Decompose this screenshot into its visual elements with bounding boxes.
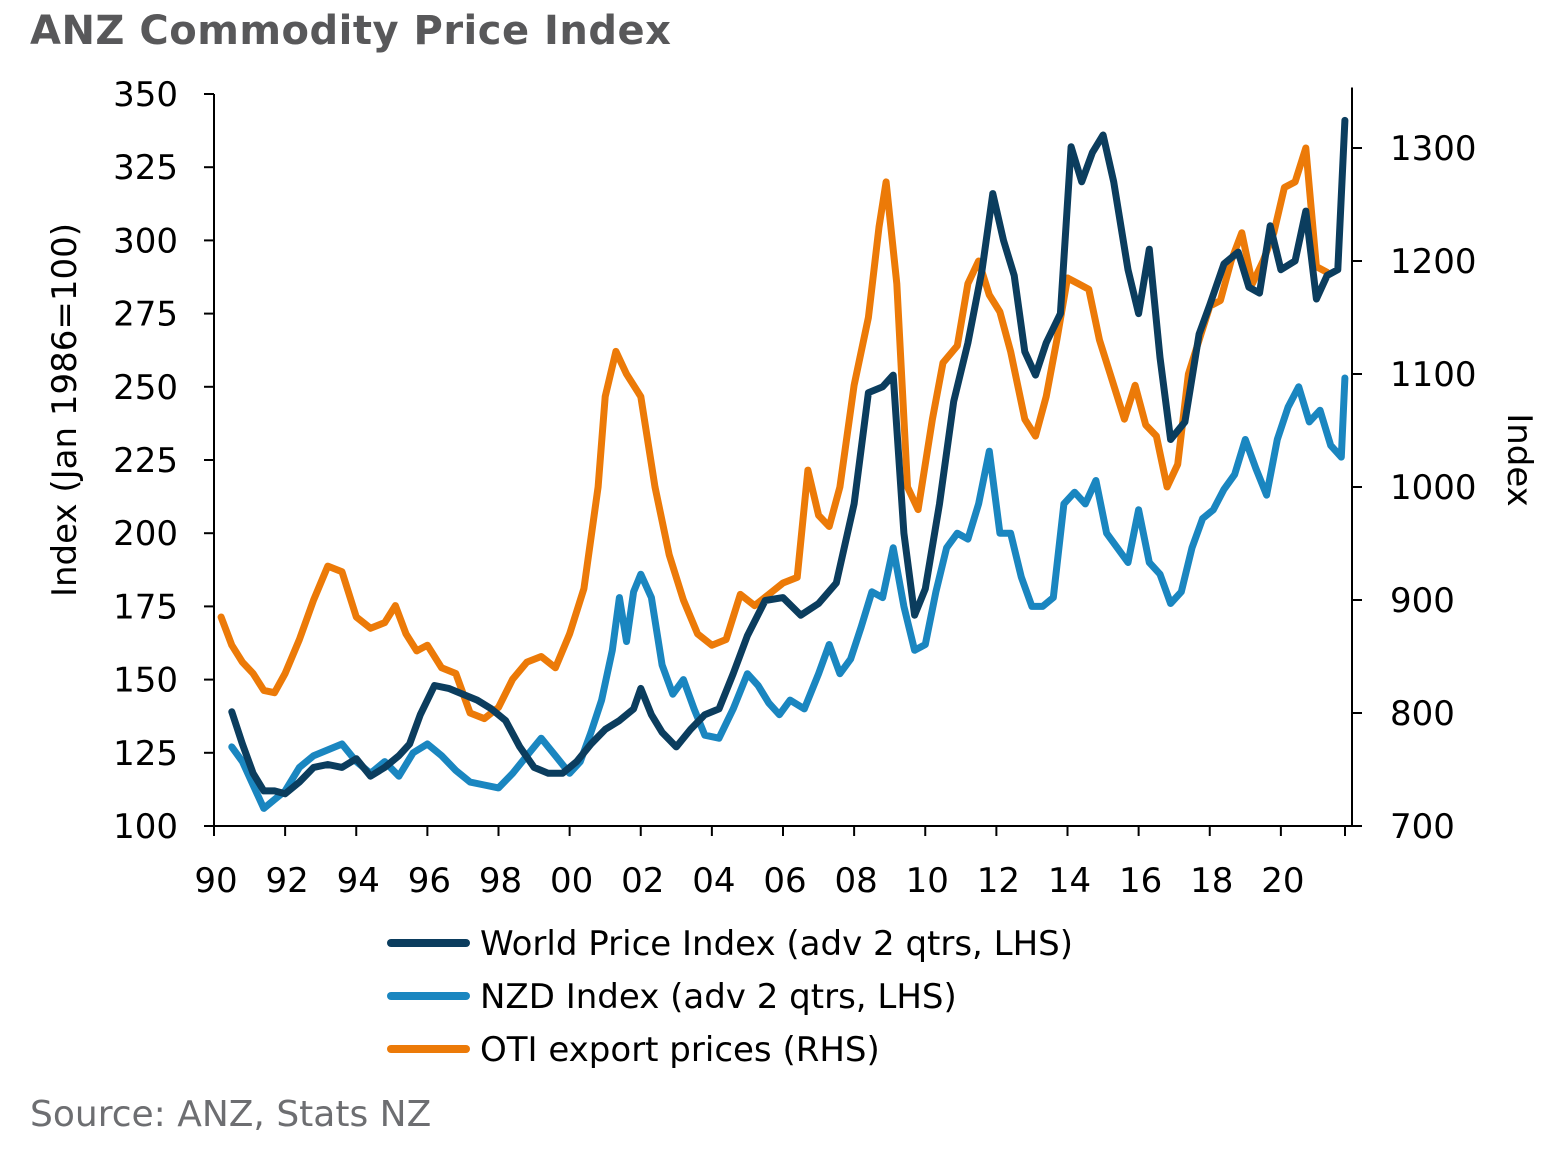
source-note: Source: ANZ, Stats NZ bbox=[30, 1094, 432, 1135]
left-tick-label: 350 bbox=[113, 75, 178, 115]
x-tick-label: 92 bbox=[265, 861, 308, 901]
left-tick-label: 100 bbox=[113, 807, 178, 847]
left-tick-label: 150 bbox=[113, 661, 178, 701]
right-tick-label: 800 bbox=[1390, 694, 1455, 734]
x-tick-label: 98 bbox=[479, 861, 522, 901]
legend-label-1: NZD Index (adv 2 qtrs, LHS) bbox=[480, 977, 957, 1017]
left-tick-label: 200 bbox=[113, 514, 178, 554]
left-axis-title: Index (Jan 1986=100) bbox=[45, 223, 85, 597]
legend-label-0: World Price Index (adv 2 qtrs, LHS) bbox=[480, 924, 1073, 964]
left-tick-label: 325 bbox=[113, 148, 178, 188]
x-tick-label: 94 bbox=[337, 861, 380, 901]
right-tick-label: 900 bbox=[1390, 581, 1455, 621]
x-tick-label: 00 bbox=[550, 861, 593, 901]
x-tick-label: 96 bbox=[408, 861, 451, 901]
left-tick-label: 275 bbox=[113, 295, 178, 335]
series-line-1 bbox=[228, 374, 1349, 812]
legend-label-2: OTI export prices (RHS) bbox=[480, 1030, 880, 1070]
right-tick-label: 1200 bbox=[1390, 242, 1477, 282]
x-tick-label: 02 bbox=[621, 861, 664, 901]
x-tick-label: 20 bbox=[1261, 861, 1304, 901]
x-tick-label: 06 bbox=[763, 861, 806, 901]
x-tick-label: 90 bbox=[194, 861, 237, 901]
left-tick-label: 300 bbox=[113, 221, 178, 261]
right-tick-label: 1000 bbox=[1390, 468, 1477, 508]
x-tick-label: 12 bbox=[977, 861, 1020, 901]
x-tick-label: 10 bbox=[906, 861, 949, 901]
x-tick-label: 04 bbox=[692, 861, 735, 901]
left-tick-label: 175 bbox=[113, 587, 178, 627]
series-line-2 bbox=[217, 144, 1331, 723]
right-tick-label: 700 bbox=[1390, 807, 1455, 847]
series-line-0 bbox=[228, 116, 1349, 798]
x-tick-label: 18 bbox=[1190, 861, 1233, 901]
right-axis-title: Index bbox=[1499, 413, 1539, 507]
left-tick-label: 225 bbox=[113, 441, 178, 481]
x-tick-label: 14 bbox=[1048, 861, 1091, 901]
left-tick-label: 250 bbox=[113, 368, 178, 408]
x-tick-label: 08 bbox=[834, 861, 877, 901]
chart-title: ANZ Commodity Price Index bbox=[30, 8, 672, 54]
right-tick-label: 1100 bbox=[1390, 355, 1477, 395]
left-tick-label: 125 bbox=[113, 734, 178, 774]
right-tick-label: 1300 bbox=[1390, 129, 1477, 169]
x-tick-label: 16 bbox=[1119, 861, 1162, 901]
